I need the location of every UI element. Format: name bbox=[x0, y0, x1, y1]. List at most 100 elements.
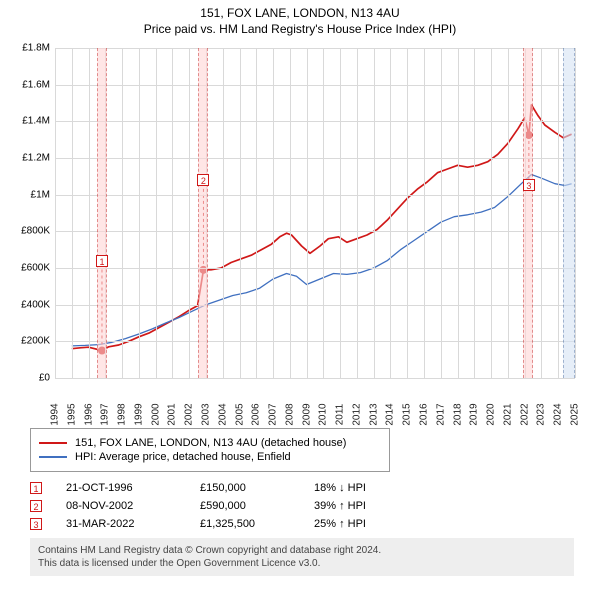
event-row: 1 21-OCT-1996 £150,000 18% ↓ HPI bbox=[30, 482, 574, 494]
grid-line-v bbox=[290, 48, 291, 378]
attribution-line1: Contains HM Land Registry data © Crown c… bbox=[38, 544, 566, 557]
grid-line-v bbox=[172, 48, 173, 378]
grid-line-v bbox=[122, 48, 123, 378]
highlight-band bbox=[97, 48, 107, 378]
grid-line-h bbox=[55, 85, 575, 86]
x-axis-label: 1997 bbox=[100, 400, 111, 430]
grid-line-v bbox=[240, 48, 241, 378]
grid-line-h bbox=[55, 195, 575, 196]
x-axis-label: 2007 bbox=[268, 400, 279, 430]
grid-line-v bbox=[189, 48, 190, 378]
title-line1: 151, FOX LANE, LONDON, N13 4AU bbox=[0, 6, 600, 20]
event-pct: 25% ↑ HPI bbox=[314, 518, 404, 530]
x-axis-label: 2011 bbox=[335, 400, 346, 430]
grid-line-v bbox=[390, 48, 391, 378]
x-axis-label: 2024 bbox=[553, 400, 564, 430]
x-axis-label: 1998 bbox=[117, 400, 128, 430]
grid-line-v bbox=[307, 48, 308, 378]
legend-swatch bbox=[39, 456, 67, 458]
event-pct: 18% ↓ HPI bbox=[314, 482, 404, 494]
event-date: 08-NOV-2002 bbox=[66, 500, 176, 512]
y-axis-label: £1.6M bbox=[5, 79, 50, 90]
x-axis-label: 2016 bbox=[419, 400, 430, 430]
x-axis-label: 1994 bbox=[50, 400, 61, 430]
y-axis-label: £1.8M bbox=[5, 43, 50, 54]
event-marker-box: 3 bbox=[523, 179, 535, 191]
grid-line-v bbox=[223, 48, 224, 378]
x-axis-label: 2023 bbox=[536, 400, 547, 430]
grid-line-v bbox=[357, 48, 358, 378]
legend-label: HPI: Average price, detached house, Enfi… bbox=[75, 451, 291, 463]
grid-line-h bbox=[55, 158, 575, 159]
grid-line-h bbox=[55, 48, 575, 49]
x-axis-label: 1995 bbox=[66, 400, 77, 430]
x-axis-label: 2022 bbox=[519, 400, 530, 430]
y-axis-label: £1.4M bbox=[5, 116, 50, 127]
series-line-hpi bbox=[72, 175, 572, 346]
highlight-band bbox=[563, 48, 575, 378]
attribution-line2: This data is licensed under the Open Gov… bbox=[38, 557, 566, 570]
x-axis-label: 2006 bbox=[251, 400, 262, 430]
chart-title: 151, FOX LANE, LONDON, N13 4AU Price pai… bbox=[0, 0, 600, 36]
grid-line-v bbox=[139, 48, 140, 378]
series-line-price_paid bbox=[72, 105, 572, 351]
y-axis-label: £1.2M bbox=[5, 153, 50, 164]
event-marker-num: 1 bbox=[30, 482, 42, 494]
y-axis-label: £800K bbox=[5, 226, 50, 237]
grid-line-v bbox=[458, 48, 459, 378]
y-axis-label: £600K bbox=[5, 263, 50, 274]
chart-plot-area: £0£200K£400K£600K£800K£1M£1.2M£1.4M£1.6M… bbox=[55, 48, 575, 378]
grid-line-v bbox=[55, 48, 56, 378]
y-axis-label: £0 bbox=[5, 373, 50, 384]
grid-line-v bbox=[340, 48, 341, 378]
grid-line-v bbox=[407, 48, 408, 378]
grid-line-v bbox=[323, 48, 324, 378]
grid-line-v bbox=[558, 48, 559, 378]
attribution-box: Contains HM Land Registry data © Crown c… bbox=[30, 538, 574, 576]
x-axis-label: 2019 bbox=[469, 400, 480, 430]
x-axis-label: 2014 bbox=[385, 400, 396, 430]
grid-line-v bbox=[441, 48, 442, 378]
x-axis-label: 2000 bbox=[150, 400, 161, 430]
y-axis-label: £200K bbox=[5, 336, 50, 347]
event-price: £1,325,500 bbox=[200, 518, 290, 530]
legend-swatch bbox=[39, 442, 67, 444]
x-axis-label: 1999 bbox=[133, 400, 144, 430]
grid-line-v bbox=[424, 48, 425, 378]
grid-line-h bbox=[55, 231, 575, 232]
event-price: £590,000 bbox=[200, 500, 290, 512]
event-marker-box: 1 bbox=[96, 255, 108, 267]
grid-line-v bbox=[156, 48, 157, 378]
event-marker-box: 2 bbox=[197, 174, 209, 186]
y-axis-label: £1M bbox=[5, 189, 50, 200]
event-pct: 39% ↑ HPI bbox=[314, 500, 404, 512]
legend-row: 151, FOX LANE, LONDON, N13 4AU (detached… bbox=[39, 437, 381, 449]
event-date: 31-MAR-2022 bbox=[66, 518, 176, 530]
x-axis-label: 2005 bbox=[234, 400, 245, 430]
grid-line-v bbox=[89, 48, 90, 378]
grid-line-v bbox=[374, 48, 375, 378]
grid-line-v bbox=[508, 48, 509, 378]
x-axis-label: 2015 bbox=[402, 400, 413, 430]
x-axis-label: 2020 bbox=[486, 400, 497, 430]
x-axis-label: 2008 bbox=[284, 400, 295, 430]
legend-label: 151, FOX LANE, LONDON, N13 4AU (detached… bbox=[75, 437, 346, 449]
x-axis-label: 2012 bbox=[351, 400, 362, 430]
x-axis-label: 2010 bbox=[318, 400, 329, 430]
event-marker-num: 2 bbox=[30, 500, 42, 512]
x-axis-label: 2002 bbox=[184, 400, 195, 430]
x-axis-label: 2013 bbox=[368, 400, 379, 430]
x-axis-label: 2025 bbox=[570, 400, 581, 430]
x-axis-label: 2001 bbox=[167, 400, 178, 430]
x-axis-label: 2017 bbox=[435, 400, 446, 430]
event-row: 2 08-NOV-2002 £590,000 39% ↑ HPI bbox=[30, 500, 574, 512]
grid-line-h bbox=[55, 121, 575, 122]
event-price: £150,000 bbox=[200, 482, 290, 494]
event-row: 3 31-MAR-2022 £1,325,500 25% ↑ HPI bbox=[30, 518, 574, 530]
grid-line-v bbox=[273, 48, 274, 378]
grid-line-h bbox=[55, 305, 575, 306]
x-axis-label: 2021 bbox=[502, 400, 513, 430]
events-table: 1 21-OCT-1996 £150,000 18% ↓ HPI 2 08-NO… bbox=[30, 482, 574, 530]
grid-line-v bbox=[72, 48, 73, 378]
chart-svg bbox=[55, 48, 575, 378]
